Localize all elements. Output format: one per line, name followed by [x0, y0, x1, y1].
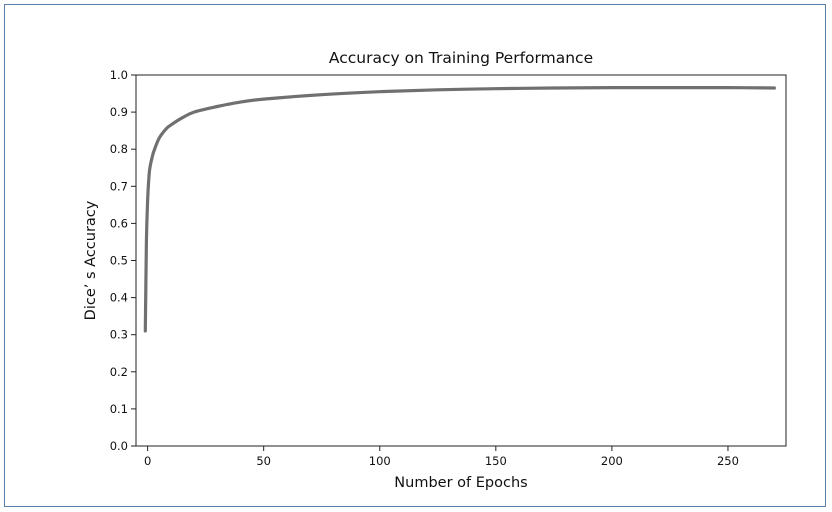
y-tick-label: 0.9: [110, 105, 128, 119]
accuracy-series-line: [143, 86, 776, 333]
x-tick-label: 0: [144, 454, 151, 468]
y-tick-label: 0.8: [110, 142, 128, 156]
x-axis: 0 50 100 150 200 250: [144, 446, 739, 468]
y-axis-title: Dice’ s Accuracy: [83, 200, 99, 320]
y-tick-label: 0.4: [110, 291, 128, 305]
plot-area: [135, 74, 787, 447]
y-tick-label: 0.1: [110, 402, 128, 416]
y-tick-label: 0.7: [110, 179, 128, 193]
x-tick-label: 200: [601, 454, 623, 468]
chart-title: Accuracy on Training Performance: [329, 49, 593, 67]
y-tick-label: 1.0: [110, 68, 128, 82]
x-tick-label: 100: [369, 454, 391, 468]
y-axis: 0.0 0.1 0.2 0.3 0.4 0.5 0.6 0.7 0.8 0.9 1.0: [110, 68, 136, 453]
x-tick-label: 150: [485, 454, 507, 468]
y-tick-label: 0.6: [110, 216, 128, 230]
y-tick-label: 0.3: [110, 328, 128, 342]
x-tick-label: 50: [256, 454, 271, 468]
y-tick-label: 0.0: [110, 439, 128, 453]
y-tick-label: 0.5: [110, 254, 128, 268]
y-tick-label: 0.2: [110, 365, 128, 379]
x-tick-label: 250: [717, 454, 739, 468]
x-axis-title: Number of Epochs: [394, 475, 527, 491]
